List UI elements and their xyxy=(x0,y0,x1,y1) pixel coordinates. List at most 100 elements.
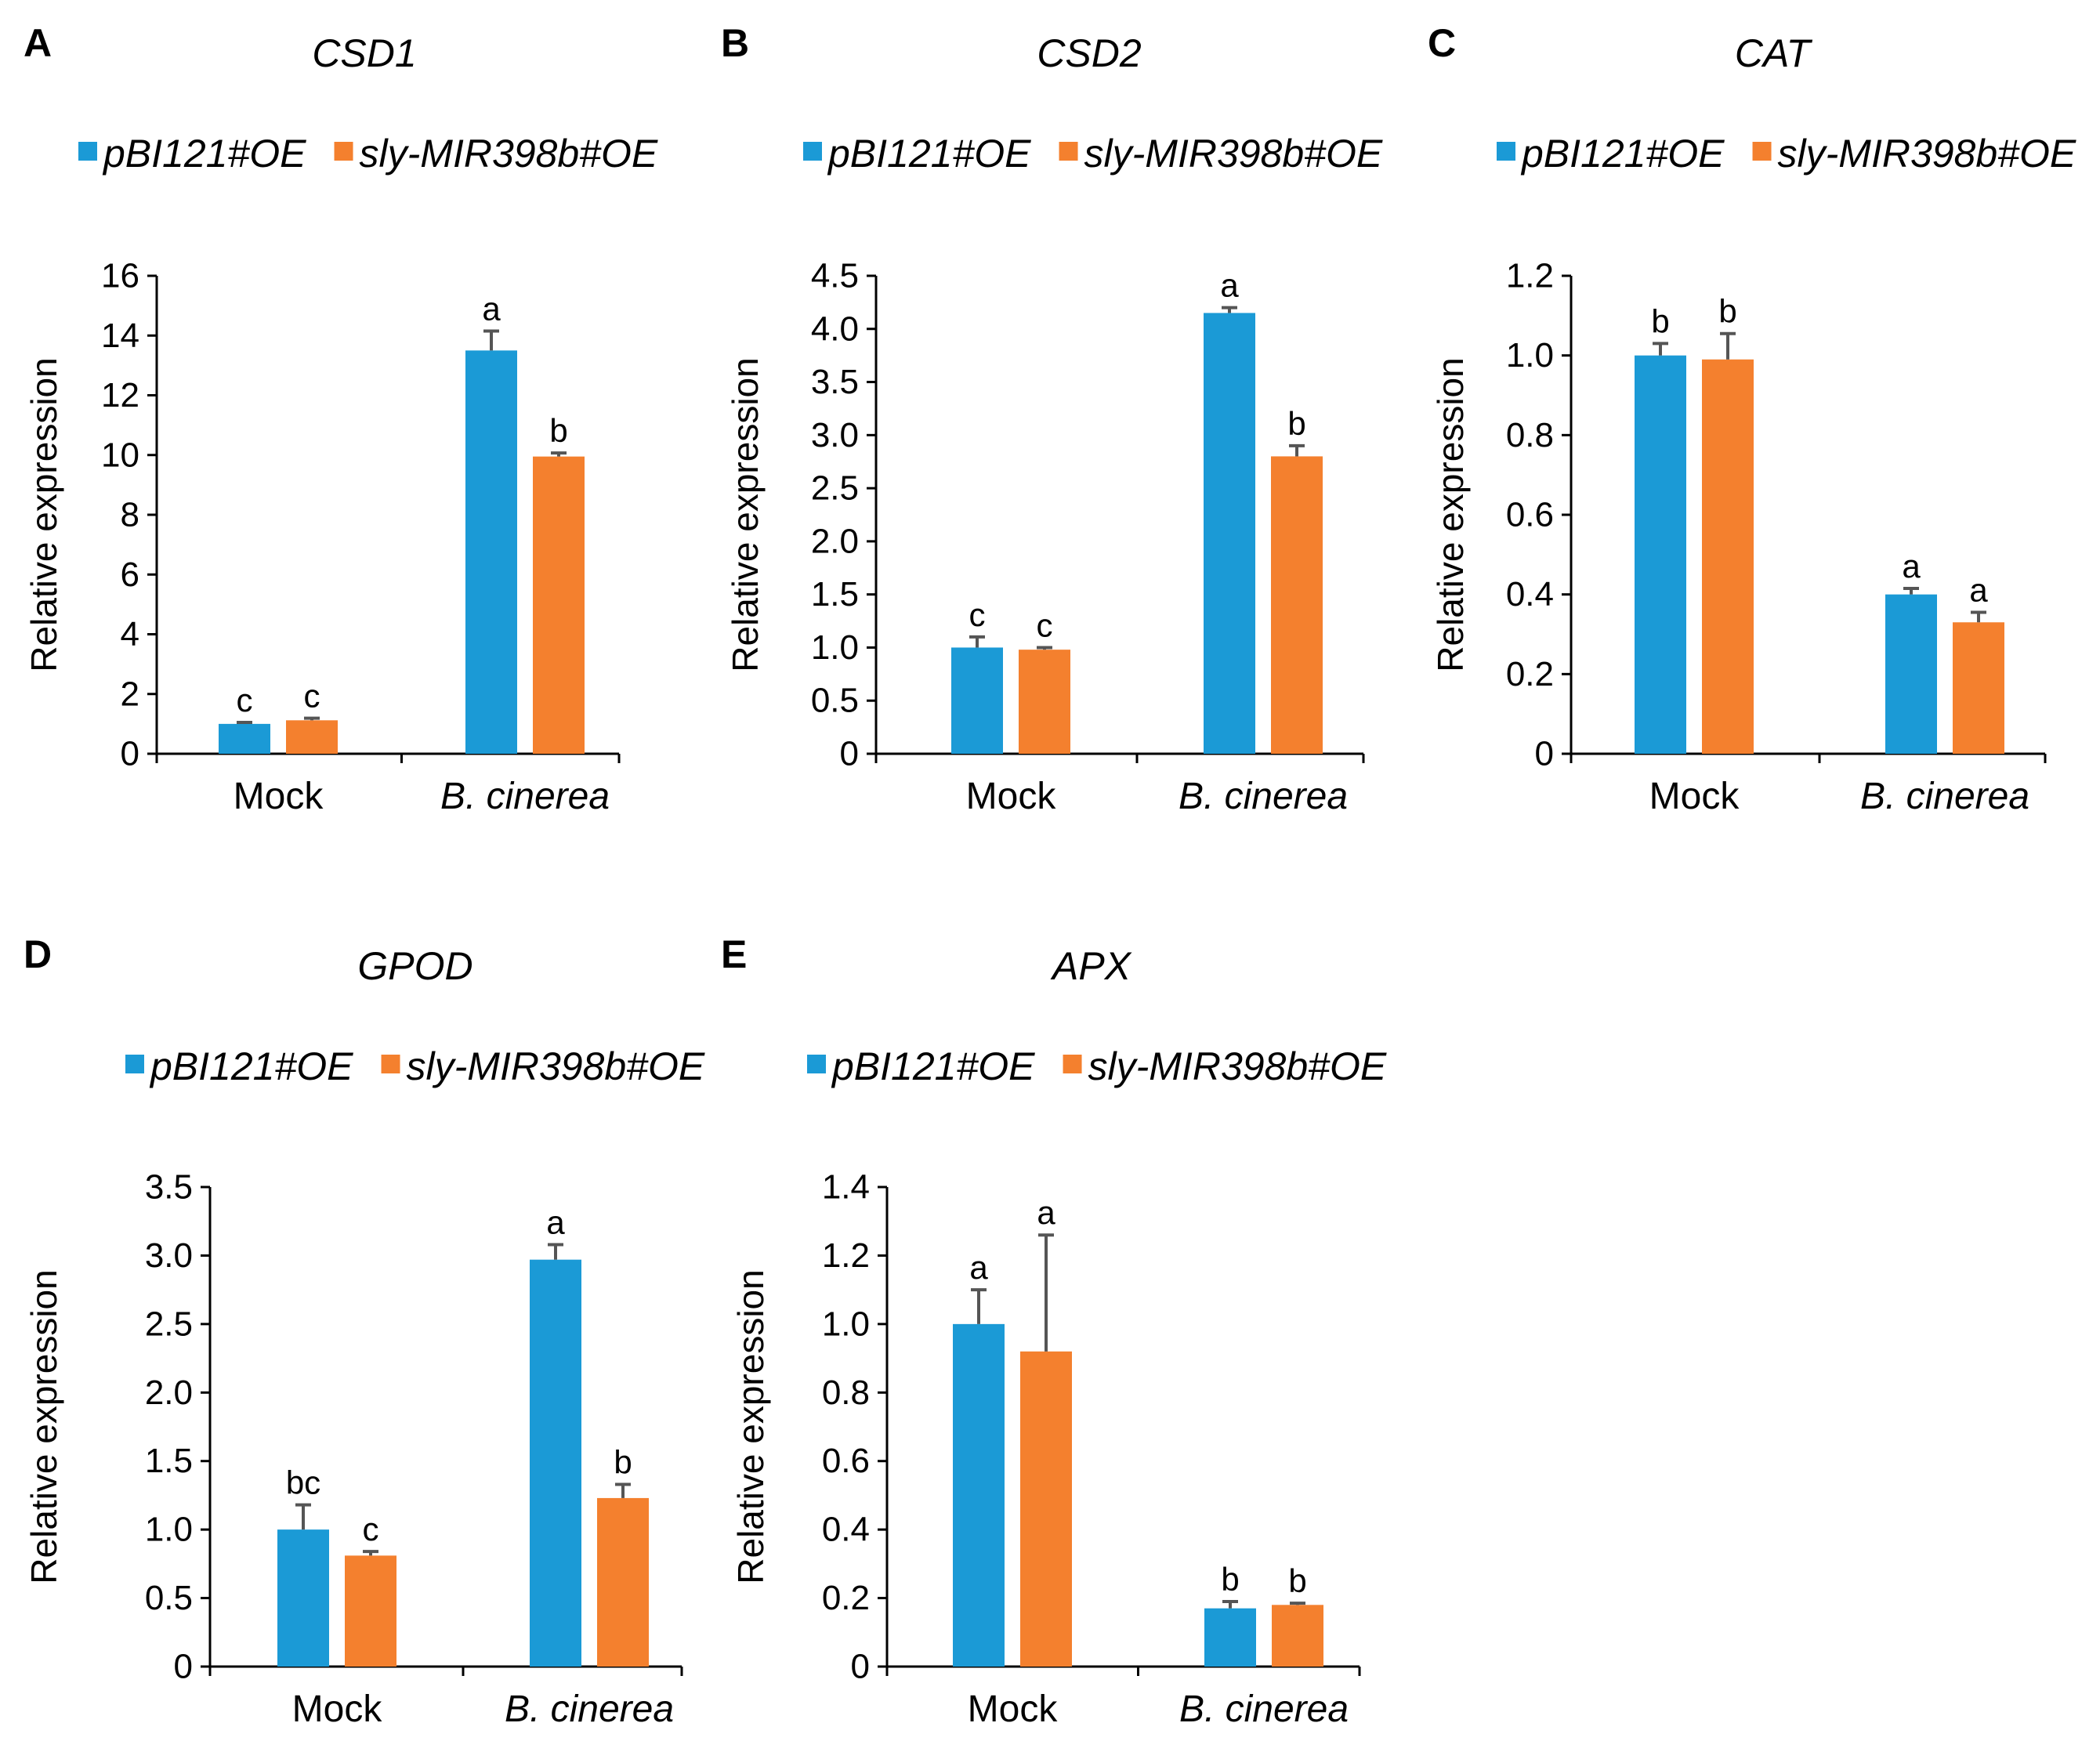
chart-panel-d: D GPOD pBI121#OE sly-MIR398b#OE Relative exp… xyxy=(24,932,705,1730)
y-tick-label: 1.0 xyxy=(822,1305,870,1343)
x-category-label: Mock xyxy=(1649,776,1740,817)
bar-sly-mir398b-oe-mock xyxy=(345,1555,396,1667)
bar-sly-mir398b-oe-b-cinerea xyxy=(1271,456,1323,754)
bar-pbi121-oe-mock xyxy=(277,1529,329,1667)
significance-letter: b xyxy=(614,1443,632,1480)
panel-letter: C xyxy=(1428,21,1456,65)
legend-label-1: pBI121#OE xyxy=(102,132,306,176)
x-category-label: B. cinerea xyxy=(1179,1689,1349,1730)
y-tick-label: 0 xyxy=(851,1648,870,1686)
bar-pbi121-oe-b-cinerea xyxy=(530,1259,581,1667)
bar-sly-mir398b-oe-mock xyxy=(286,720,338,754)
bar-sly-mir398b-oe-mock xyxy=(1020,1351,1072,1667)
chart-title: CAT xyxy=(1735,31,1813,75)
y-tick-label: 1.0 xyxy=(145,1511,193,1549)
legend-swatch-2 xyxy=(1063,1055,1082,1073)
legend-label-1: pBI121#OE xyxy=(831,1044,1035,1088)
panel-letter: E xyxy=(721,932,747,976)
x-category-label: Mock xyxy=(234,776,324,817)
chart-panel-a: A CSD1 pBI121#OE sly-MIR398b#OE Relative exp… xyxy=(24,21,658,817)
significance-letter: c xyxy=(237,682,253,718)
legend-swatch-1 xyxy=(807,1055,826,1073)
significance-letter: a xyxy=(1902,548,1921,585)
x-category-label: B. cinerea xyxy=(505,1689,674,1730)
y-tick-label: 0.2 xyxy=(822,1579,870,1617)
significance-letter: c xyxy=(1037,606,1053,643)
bar-pbi121-oe-b-cinerea xyxy=(1204,1608,1256,1667)
significance-letter: c xyxy=(969,596,986,633)
bar-sly-mir398b-oe-b-cinerea xyxy=(533,456,585,754)
panel-letter: B xyxy=(721,21,749,65)
y-tick-label: 0 xyxy=(1535,735,1554,773)
y-tick-label: 0.8 xyxy=(822,1374,870,1412)
bar-pbi121-oe-mock xyxy=(219,723,270,754)
y-tick-label: 16 xyxy=(101,257,139,295)
y-tick-label: 1.2 xyxy=(822,1236,870,1275)
significance-letter: b xyxy=(1288,1562,1306,1599)
y-axis-label: Relative expression xyxy=(24,357,64,671)
y-tick-label: 4.0 xyxy=(811,309,859,348)
y-tick-label: 0.4 xyxy=(822,1511,870,1549)
legend-label-1: pBI121#OE xyxy=(149,1044,353,1088)
y-tick-label: 4 xyxy=(121,615,139,653)
bar-sly-mir398b-oe-mock xyxy=(1702,359,1754,754)
y-tick-label: 1.2 xyxy=(1506,257,1554,295)
x-category-label: Mock xyxy=(966,776,1057,817)
chart-title: APX xyxy=(1050,944,1132,988)
bar-pbi121-oe-mock xyxy=(951,647,1003,754)
y-tick-label: 1.0 xyxy=(1506,336,1554,375)
y-tick-label: 0.5 xyxy=(145,1579,193,1617)
y-tick-label: 0 xyxy=(121,735,139,773)
x-category-label: Mock xyxy=(292,1689,383,1730)
significance-letter: a xyxy=(1037,1194,1055,1231)
significance-letter: b xyxy=(1221,1561,1239,1598)
significance-letter: a xyxy=(1969,572,1988,609)
bar-pbi121-oe-mock xyxy=(1635,355,1686,754)
y-tick-label: 1.0 xyxy=(811,628,859,667)
significance-letter: b xyxy=(1718,293,1736,330)
y-axis-label: Relative expression xyxy=(730,1269,771,1584)
legend-swatch-1 xyxy=(125,1055,144,1073)
y-tick-label: 0.2 xyxy=(1506,655,1554,693)
y-tick-label: 4.5 xyxy=(811,257,859,295)
legend-swatch-1 xyxy=(1497,142,1515,161)
x-category-label: B. cinerea xyxy=(1179,776,1348,817)
significance-letter: bc xyxy=(286,1464,320,1501)
significance-letter: b xyxy=(1651,302,1669,339)
bar-sly-mir398b-oe-b-cinerea xyxy=(1953,622,2004,754)
significance-letter: a xyxy=(1220,267,1239,304)
y-tick-label: 0.6 xyxy=(822,1442,870,1480)
bar-sly-mir398b-oe-b-cinerea xyxy=(597,1497,649,1667)
y-axis-label: Relative expression xyxy=(24,1269,64,1584)
legend-swatch-2 xyxy=(381,1055,400,1073)
legend-swatch-2 xyxy=(1059,142,1078,161)
legend-label-1: pBI121#OE xyxy=(1520,132,1725,176)
chart-title: CSD1 xyxy=(312,31,416,75)
chart-panel-e: E APX pBI121#OE sly-MIR398b#OE Relative expr… xyxy=(721,932,1387,1730)
y-tick-label: 2.0 xyxy=(811,522,859,560)
y-tick-label: 1.4 xyxy=(822,1168,870,1207)
y-tick-label: 2.5 xyxy=(145,1305,193,1343)
significance-letter: a xyxy=(482,291,501,328)
legend-label-2: sly-MIR398b#OE xyxy=(407,1044,705,1088)
y-tick-label: 0 xyxy=(174,1648,193,1686)
significance-letter: a xyxy=(969,1249,988,1286)
significance-letter: c xyxy=(363,1511,379,1547)
bar-pbi121-oe-b-cinerea xyxy=(1885,594,1937,754)
y-tick-label: 3.5 xyxy=(811,363,859,401)
x-category-label: Mock xyxy=(968,1689,1059,1730)
y-tick-label: 8 xyxy=(121,496,139,534)
x-category-label: B. cinerea xyxy=(1860,776,2029,817)
legend-label-2: sly-MIR398b#OE xyxy=(1084,132,1383,176)
legend-swatch-1 xyxy=(803,142,822,161)
chart-title: GPOD xyxy=(357,944,472,988)
bar-pbi121-oe-b-cinerea xyxy=(1204,313,1255,754)
legend-swatch-2 xyxy=(1752,142,1772,161)
y-tick-label: 2.5 xyxy=(811,469,859,508)
y-tick-label: 10 xyxy=(101,436,139,474)
y-tick-label: 0 xyxy=(840,735,859,773)
panel-letter: A xyxy=(24,21,52,65)
y-tick-label: 6 xyxy=(121,556,139,594)
y-tick-label: 14 xyxy=(101,317,139,355)
